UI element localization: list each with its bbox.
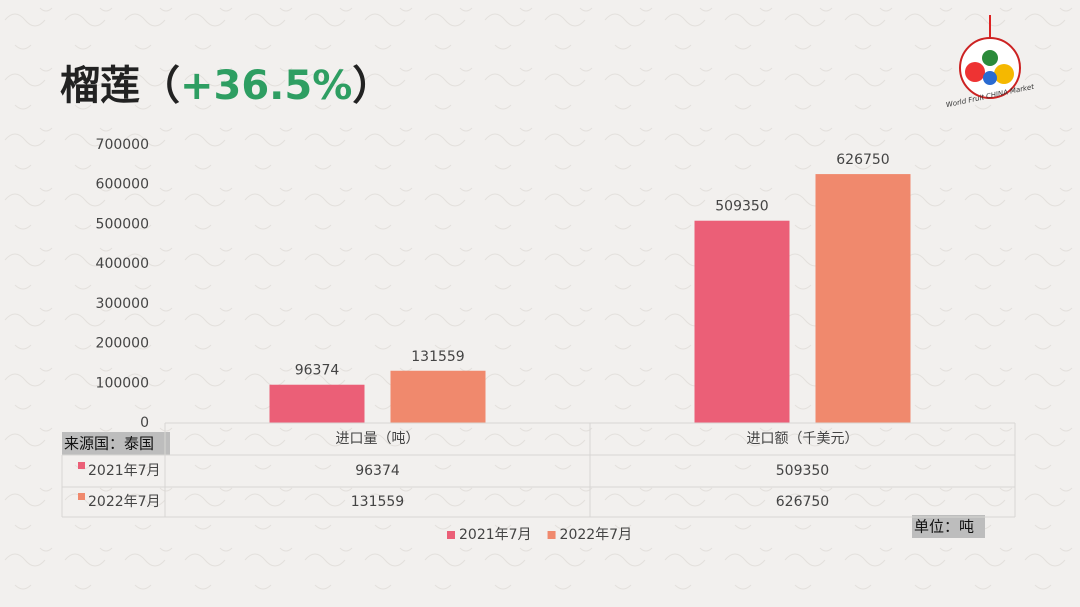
legend-key xyxy=(547,531,556,539)
title: 榴莲（+36.5%） xyxy=(60,63,392,109)
bar xyxy=(269,384,365,423)
unit-note-bg xyxy=(912,515,985,538)
logo: World Fruit CHINA Market xyxy=(945,15,1035,109)
title-close: ） xyxy=(352,63,392,109)
table-row-label: 2021年7月 xyxy=(88,463,161,479)
bar xyxy=(390,370,486,423)
value-label: 509350 xyxy=(715,199,768,215)
table-legend-key xyxy=(78,493,85,500)
y-tick-label: 300000 xyxy=(96,296,149,312)
y-tick-label: 100000 xyxy=(96,375,149,391)
table-cell: 96374 xyxy=(355,463,400,479)
value-label: 131559 xyxy=(411,349,464,365)
y-tick-label: 200000 xyxy=(96,336,149,352)
legend-label: 2021年7月 xyxy=(459,527,532,543)
y-tick-label: 0 xyxy=(140,415,149,431)
bar xyxy=(815,174,911,423)
value-label: 96374 xyxy=(295,363,340,379)
title-change: +36.5% xyxy=(180,63,352,109)
table-header: 进口量（吨） xyxy=(336,431,420,447)
source-note: 来源国：泰国 xyxy=(64,435,154,453)
y-tick-label: 600000 xyxy=(96,177,149,193)
table-row-label: 2022年7月 xyxy=(88,494,161,510)
y-tick-label: 400000 xyxy=(96,256,149,272)
y-tick-label: 700000 xyxy=(96,137,149,153)
legend-key xyxy=(447,531,455,539)
table-legend-key xyxy=(78,462,85,469)
bar xyxy=(694,220,790,423)
y-tick-label: 500000 xyxy=(96,216,149,232)
legend-label: 2022年7月 xyxy=(560,527,633,543)
table-cell: 626750 xyxy=(776,494,829,510)
unit-note: 单位：吨 xyxy=(914,518,974,536)
table-header: 进口额（千美元） xyxy=(747,431,859,447)
table-cell: 509350 xyxy=(776,463,829,479)
table-cell: 131559 xyxy=(351,494,404,510)
value-label: 626750 xyxy=(836,152,889,168)
source-note-bg xyxy=(62,432,170,455)
title-text: 榴莲（ xyxy=(60,63,180,109)
